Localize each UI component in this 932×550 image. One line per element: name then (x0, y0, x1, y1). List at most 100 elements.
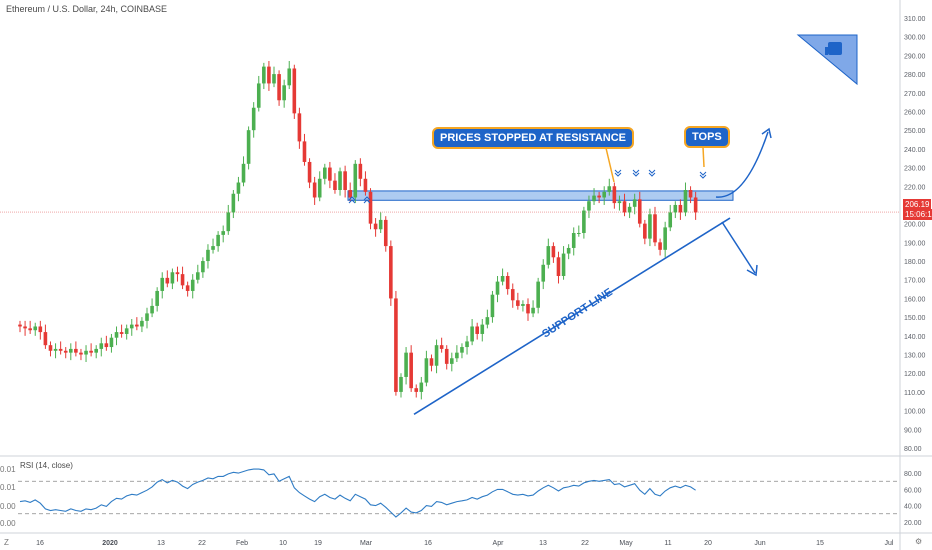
time-axis-label: 15 (816, 540, 824, 547)
candle-body (43, 332, 48, 346)
thumb-triangle (796, 34, 858, 86)
price-axis-label: 310.00 (904, 16, 926, 23)
candle-body (84, 350, 88, 355)
resistance-callout-pointer (605, 147, 615, 183)
candle-body (363, 178, 368, 192)
last-price-tag: 206.19 (903, 199, 932, 210)
thumbs-up-icon (828, 42, 842, 55)
candle-body (124, 328, 129, 334)
candle-body (69, 348, 73, 353)
settings-icon[interactable]: ⚙ (915, 537, 923, 546)
candle-body (312, 182, 317, 198)
candle-body (668, 212, 673, 228)
time-axis-label: 22 (198, 540, 206, 547)
candle-body (99, 343, 104, 349)
price-axis-label: 110.00 (904, 390, 925, 397)
candle-body (383, 219, 388, 247)
top-chevron-marker (648, 169, 656, 177)
candle-body (632, 199, 637, 207)
candle-body (551, 246, 556, 258)
time-axis-label: 22 (581, 540, 589, 547)
candle-body (206, 249, 210, 262)
candle-body (282, 85, 286, 101)
candle-body (38, 326, 43, 333)
candle-body (663, 227, 667, 250)
resistance-zone (0, 190, 900, 213)
resistance-zone-rect (347, 190, 734, 201)
candle-body (317, 178, 322, 198)
candle-body (693, 197, 698, 213)
candle-body (541, 264, 546, 282)
candle-body (277, 74, 281, 101)
candle-body (94, 348, 98, 353)
candle-body (409, 352, 413, 389)
time-axis-label: Jun (754, 540, 765, 547)
candle-body (48, 345, 53, 351)
candle-body (465, 341, 469, 348)
candle-body (145, 313, 149, 321)
time-axis-label: 13 (157, 540, 165, 547)
candle-body (333, 180, 337, 190)
rsi-left-tick: 0.01 (0, 465, 16, 474)
candle-body (23, 326, 27, 329)
candle-body (328, 167, 332, 181)
candle-body (256, 83, 261, 108)
candle-body (373, 223, 378, 230)
price-axis-label: 150.00 (904, 315, 926, 322)
candle-body (658, 242, 662, 250)
candle-body (241, 163, 246, 183)
rsi-line (19, 468, 696, 518)
candle-body (104, 343, 109, 348)
price-axis-label: 240.00 (904, 147, 926, 154)
candle-body (582, 210, 586, 233)
candle-body (444, 348, 449, 364)
candle-body (637, 199, 642, 224)
price-axis-label: 280.00 (904, 72, 926, 79)
candle-body (155, 290, 159, 306)
candle-body (307, 161, 312, 183)
candle-body (129, 324, 134, 329)
candle-body (556, 257, 561, 276)
candle-body (653, 214, 657, 243)
candle-body (33, 326, 38, 331)
time-axis-label: 16 (36, 540, 44, 547)
bullish-arrowhead (761, 127, 772, 139)
candle-body (358, 163, 363, 179)
price-axis-label: 120.00 (904, 371, 926, 378)
candle-body (160, 277, 165, 291)
rsi-pane: 80.00 60.00 40.00 20.00 (18, 468, 922, 527)
candle-body (267, 66, 271, 84)
rsi-axis-label: 60.00 (904, 487, 922, 494)
candle-body (323, 167, 327, 179)
candle-body (500, 276, 505, 282)
candle-body (170, 272, 175, 284)
candle-body (53, 348, 58, 351)
support-line (413, 217, 731, 416)
candle-body (480, 324, 485, 334)
candle-body (150, 305, 154, 314)
candle-body (419, 382, 424, 392)
price-axis-label: 270.00 (904, 91, 926, 98)
candle-body (531, 307, 535, 314)
price-axis-label: 80.00 (904, 446, 922, 453)
price-series (18, 61, 698, 400)
zoom-button[interactable]: Z (4, 538, 9, 547)
time-axis-label: 11 (664, 540, 671, 547)
candle-body (175, 272, 180, 275)
price-axis-label: 220.00 (904, 184, 926, 191)
candle-body (74, 348, 78, 353)
candle-body (221, 231, 225, 235)
candle-body (211, 246, 215, 250)
candle-body (394, 298, 398, 392)
candle-body (470, 326, 474, 342)
candle-body (546, 246, 551, 265)
candle-body (185, 285, 190, 291)
candle-body (455, 352, 459, 359)
price-axis-label: 190.00 (904, 240, 926, 247)
candle-body (190, 279, 195, 291)
price-axis-label: 200.00 (904, 222, 926, 229)
top-chevron-marker (632, 169, 640, 177)
candle-body (561, 253, 566, 276)
candle-body (414, 388, 419, 392)
